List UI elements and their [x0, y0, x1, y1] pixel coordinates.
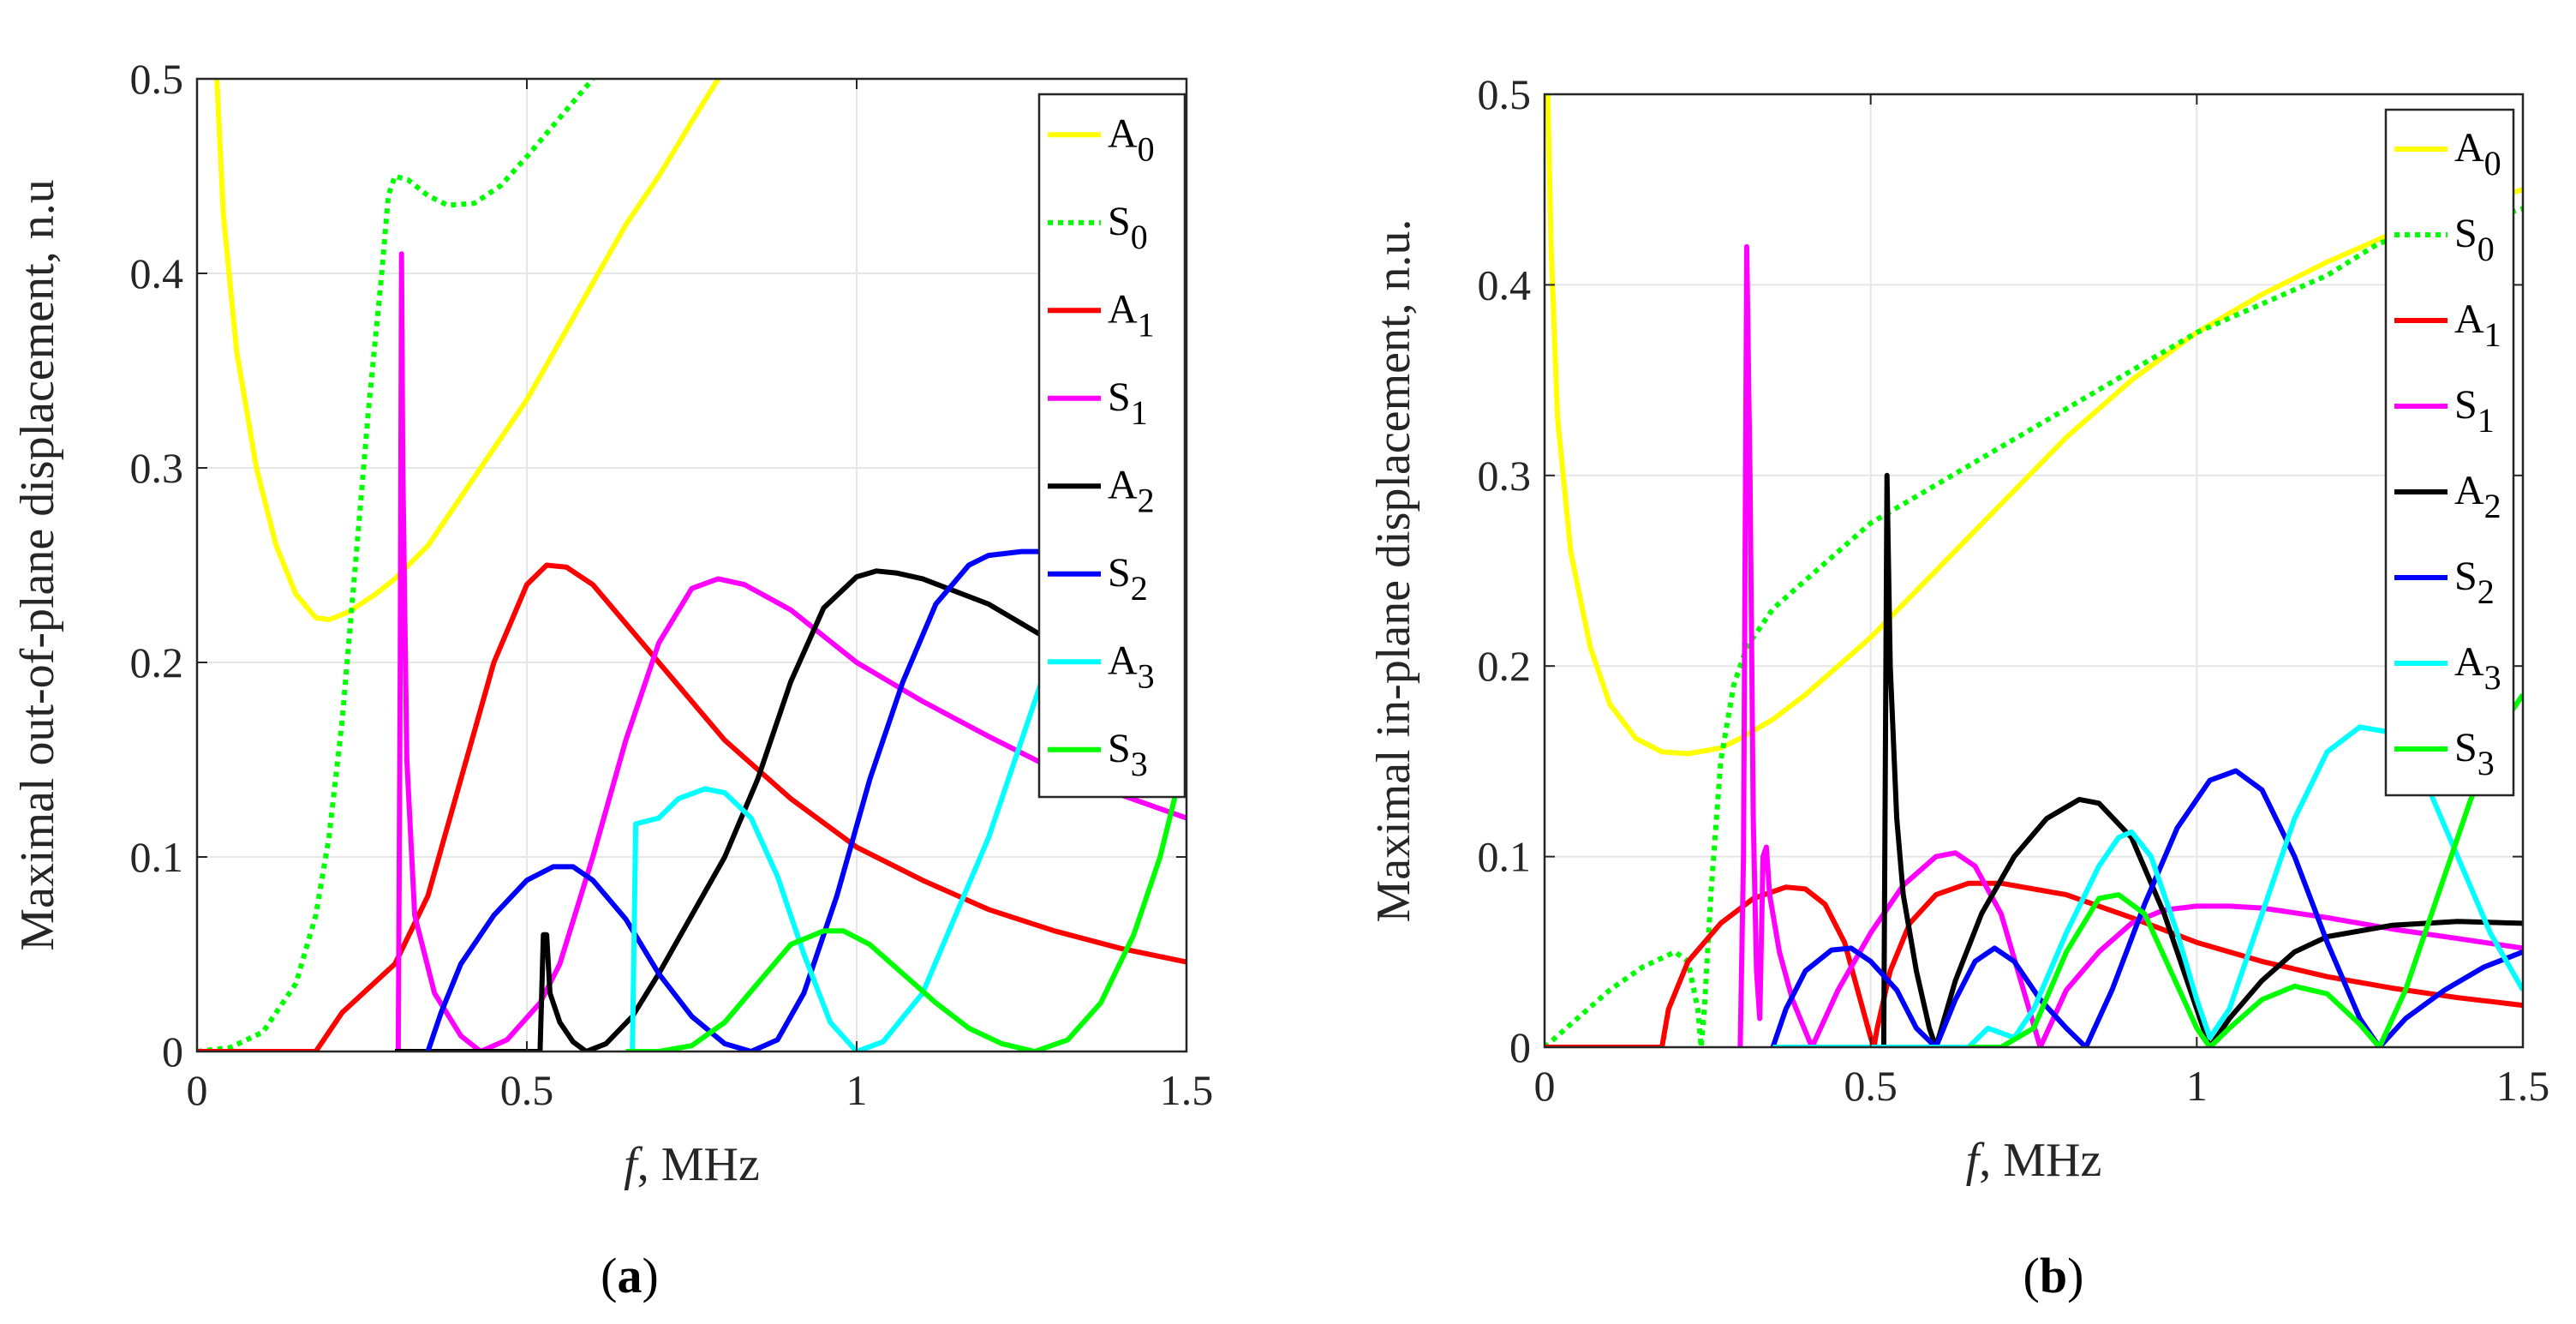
- legend: A0 S0 A1 S1 A2 S2 A3 S3: [1037, 93, 1186, 799]
- legend-label-s0: S0: [2454, 211, 2495, 268]
- y-axis-label: Maximal in-plane displacement, n.u.: [1367, 219, 1420, 922]
- series-line-s1: [1737, 243, 2523, 1047]
- x-axis-label: f, MHz: [624, 1138, 760, 1191]
- panel-b: 0 0.5 1 1.5 0 0.1 0.2 0.3 0.4 0.5 f, MHz Maximal in…: [1367, 70, 2549, 1303]
- legend-label-a2: A2: [1108, 462, 1155, 519]
- legend-box: [2384, 108, 2515, 797]
- legend-label-s2: S2: [2454, 554, 2495, 611]
- x-tick-label: 1: [2186, 1062, 2208, 1110]
- series-line-s1: [395, 251, 1186, 1051]
- plot-area: [197, 79, 1186, 1051]
- legend-label-s2: S2: [1108, 550, 1148, 608]
- series-line-a2: [395, 568, 1186, 1051]
- y-tick-label: 0.5: [1478, 70, 1532, 118]
- x-tick-label: 0: [1534, 1062, 1556, 1110]
- series-line-a2: [1772, 472, 2523, 1047]
- legend-label-a0: A0: [2454, 125, 2501, 183]
- y-tick-label: 0: [162, 1027, 183, 1075]
- axes-box: [195, 77, 1188, 1053]
- legend-box: [1037, 93, 1186, 799]
- legend-label-s1: S1: [1108, 374, 1148, 432]
- x-axis-unit: , MHz: [637, 1138, 760, 1191]
- y-tick-label: 0.2: [130, 638, 184, 686]
- legend-label-a2: A2: [2454, 468, 2501, 525]
- legend-label-s3: S3: [2454, 725, 2495, 782]
- plot-area: [1545, 94, 2523, 1047]
- x-tick-label: 0.5: [1844, 1062, 1898, 1110]
- series-line-s3: [625, 749, 1186, 1051]
- legend-label-a3: A3: [1108, 638, 1155, 695]
- x-axis-unit: , MHz: [1979, 1134, 2101, 1187]
- series-group: [1545, 94, 2523, 1047]
- legend-label-a3: A3: [2454, 639, 2501, 697]
- x-axis-label: f, MHz: [1966, 1134, 2102, 1187]
- series-line-a0: [214, 79, 720, 623]
- y-tick-label: 0.2: [1478, 642, 1532, 690]
- y-tick-label: 0.4: [1478, 261, 1532, 309]
- y-tick-label: 0.5: [130, 55, 184, 103]
- x-tick-label: 1.5: [2496, 1062, 2550, 1110]
- legend-label-a1: A1: [2454, 297, 2501, 354]
- y-tick-label: 0.1: [130, 833, 184, 881]
- panel-caption: (b): [2023, 1248, 2084, 1303]
- x-tick-label: 0.5: [500, 1066, 554, 1114]
- legend-label-s0: S0: [1108, 199, 1148, 256]
- panel-caption: (a): [601, 1248, 659, 1303]
- y-tick-label: 0.4: [130, 249, 184, 297]
- series-line-s2: [1770, 768, 2523, 1047]
- series-line-a1: [1545, 880, 2523, 1047]
- series-line-s3: [1968, 692, 2523, 1047]
- series-line-a0: [1545, 94, 2523, 757]
- series-group: [197, 79, 1186, 1051]
- y-tick-label: 0.3: [1478, 452, 1532, 500]
- y-tick-label: 0.3: [130, 444, 184, 492]
- legend-label-s3: S3: [1108, 726, 1148, 783]
- y-tick-label: 0.1: [1478, 833, 1532, 881]
- axes-box: [1543, 93, 2525, 1049]
- x-tick-label: 1.5: [1160, 1066, 1214, 1114]
- y-tick-label: 0: [1509, 1023, 1531, 1071]
- legend-label-s1: S1: [2454, 382, 2495, 440]
- panel-a: 0 0.5 1 1.5 0 0.1 0.2 0.3 0.4 0.5 f, MHz Maximal ou…: [11, 55, 1213, 1303]
- x-tick-label: 1: [846, 1066, 868, 1114]
- x-tick-label: 0: [187, 1066, 208, 1114]
- legend-label-a1: A1: [1108, 286, 1155, 344]
- y-axis-label: Maximal out-of-plane displacement, n.u: [11, 179, 64, 950]
- legend-label-a0: A0: [1108, 111, 1155, 168]
- legend: A0 S0 A1 S1 A2 S2 A3 S3: [2384, 108, 2515, 797]
